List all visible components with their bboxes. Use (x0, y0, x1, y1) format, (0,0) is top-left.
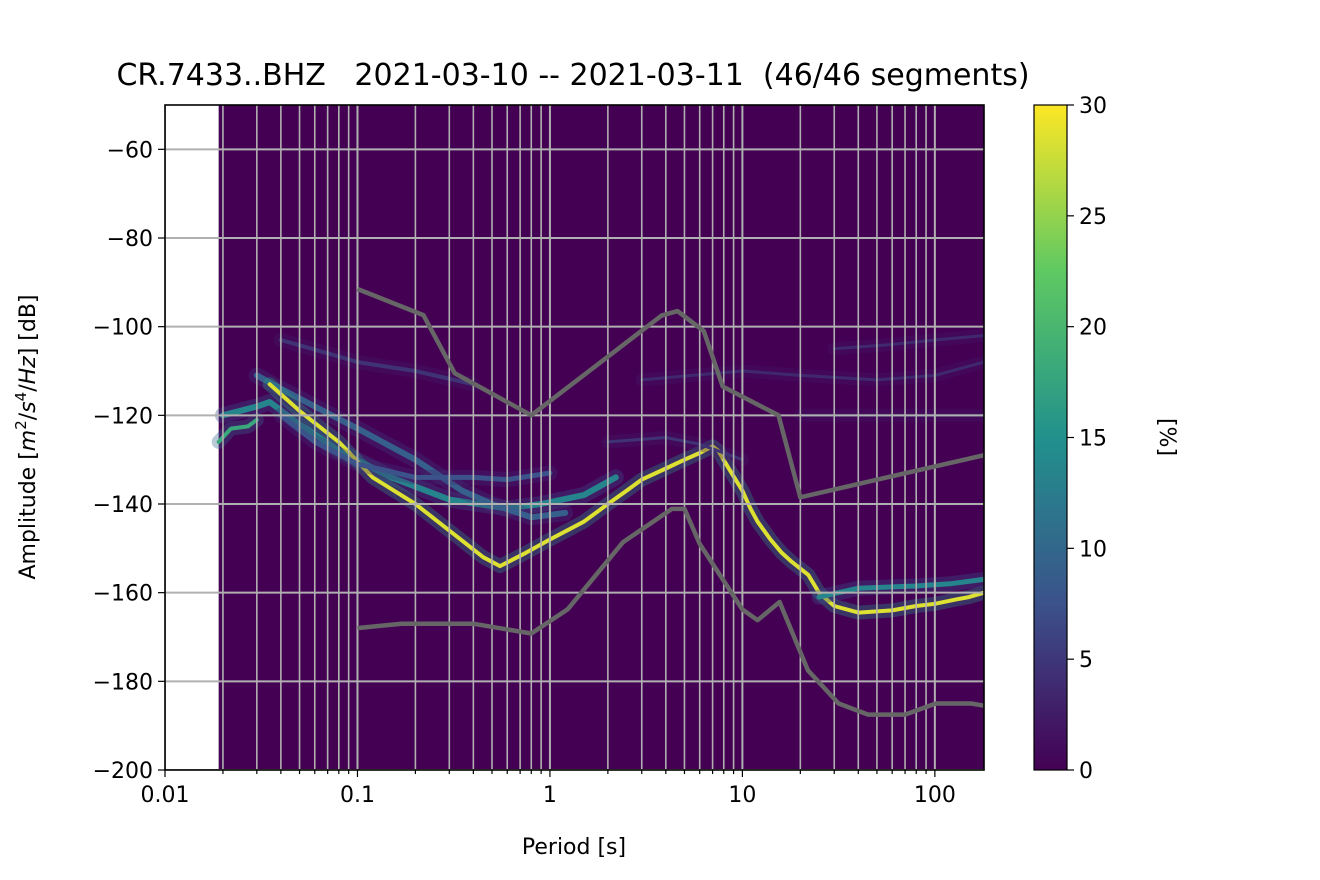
x-tick-label: 0.01 (141, 783, 190, 808)
grid-lines (165, 105, 984, 770)
chart-title: CR.7433..BHZ 2021-03-10 -- 2021-03-11 (4… (116, 58, 1029, 93)
colorbar-tick-label: 5 (1079, 648, 1093, 673)
y-tick-label: −180 (93, 670, 153, 695)
colorbar-tick-label: 10 (1079, 537, 1107, 562)
high-noise-model-line (356, 286, 984, 500)
colorbar-tick-label: 0 (1079, 759, 1093, 784)
y-tick-label: −120 (93, 404, 153, 429)
colorbar-tick-label: 20 (1079, 316, 1107, 341)
plot-area (164, 104, 985, 771)
x-tick-label: 100 (914, 783, 956, 808)
density-background (218, 105, 984, 770)
y-tick-label: −200 (93, 759, 153, 784)
density-ridge-10 (606, 436, 744, 462)
low-noise-model-line (357, 506, 984, 717)
x-tick-label: 0.1 (340, 783, 375, 808)
colorbar-ticks: 0 5 10 15 20 25 30 (1067, 94, 1107, 784)
density-ridge-0 (216, 417, 259, 444)
colorbar: 0 5 10 15 20 25 30 [%] (1033, 94, 1179, 784)
y-tick-label: −100 (93, 316, 153, 341)
density-layer (211, 105, 984, 770)
colorbar-gradient (1033, 104, 1068, 771)
y-tick-label: −160 (93, 582, 153, 607)
y-tick-label: −140 (93, 493, 153, 518)
density-ridge-6 (640, 360, 984, 382)
y-tick-label: −60 (107, 138, 153, 163)
x-axis: 0.01 0.1 1 10 100 (141, 770, 956, 808)
y-tick-label: −80 (107, 227, 153, 252)
colorbar-label: [%] (1154, 418, 1179, 456)
colorbar-tick-label: 15 (1079, 427, 1107, 452)
colorbar-tick-label: 25 (1079, 205, 1107, 230)
x-axis-label: Period [s] (522, 835, 626, 860)
y-axis-label: Amplitude [m2/s4/Hz] [dB] (12, 294, 41, 579)
density-ridge-1 (219, 399, 619, 512)
colorbar-tick-label: 30 (1079, 94, 1107, 119)
x-tick-label: 1 (543, 783, 557, 808)
plot-frame (164, 104, 985, 771)
x-tick-label: 10 (728, 783, 756, 808)
noise-models (356, 286, 984, 717)
y-axis: −200 −180 −160 −140 −120 −100 −80 −60 (93, 138, 165, 784)
density-ridge-7 (832, 334, 984, 351)
